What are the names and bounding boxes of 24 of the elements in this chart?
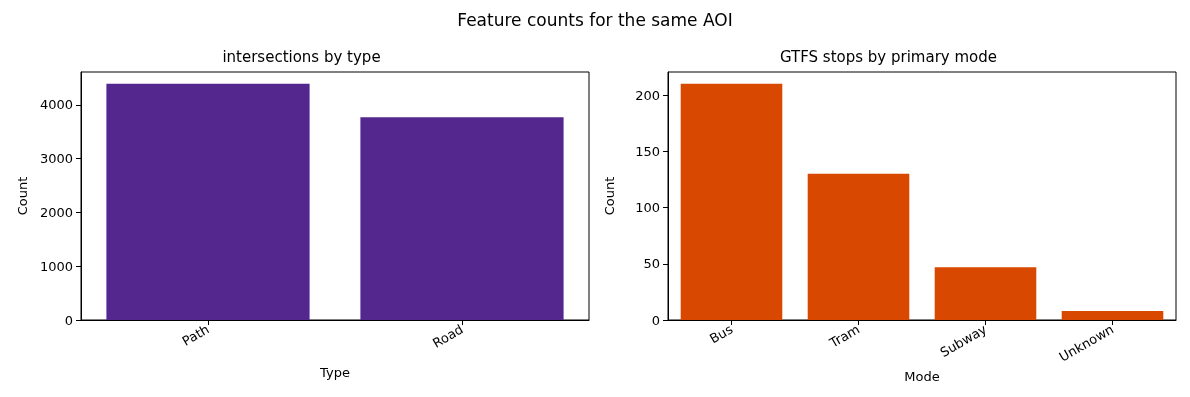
y-tick-label: 2000: [39, 204, 73, 220]
bar: [1061, 311, 1164, 320]
y-tick-label: 100: [635, 200, 660, 216]
x-axis-title: Mode: [904, 369, 940, 385]
bar: [934, 267, 1037, 320]
bar: [807, 173, 910, 320]
x-tick-label: Path: [179, 321, 212, 349]
x-tick-label: Tram: [826, 321, 863, 351]
y-tick-label: 50: [643, 256, 660, 272]
y-tick-label: 3000: [39, 151, 73, 167]
y-axis-title: Count: [602, 176, 617, 216]
y-tick-label: 1000: [39, 258, 73, 274]
y-axis-title: Count: [15, 176, 30, 216]
y-tick-label: 200: [635, 87, 660, 103]
x-axis-title: Type: [319, 365, 350, 380]
text: Feature counts for the same AOI: [456, 9, 734, 32]
chart-title: GTFS stops by primary mode: [779, 47, 998, 66]
y-tick-label: 150: [635, 143, 660, 159]
y-tick-label: 0: [651, 312, 660, 328]
y-tick-label: 4000: [39, 97, 73, 113]
y-tick-label: 0: [64, 312, 73, 328]
bar: [680, 83, 783, 320]
chart-title: intersections by type: [222, 47, 381, 66]
x-tick-label: Bus: [707, 321, 736, 347]
